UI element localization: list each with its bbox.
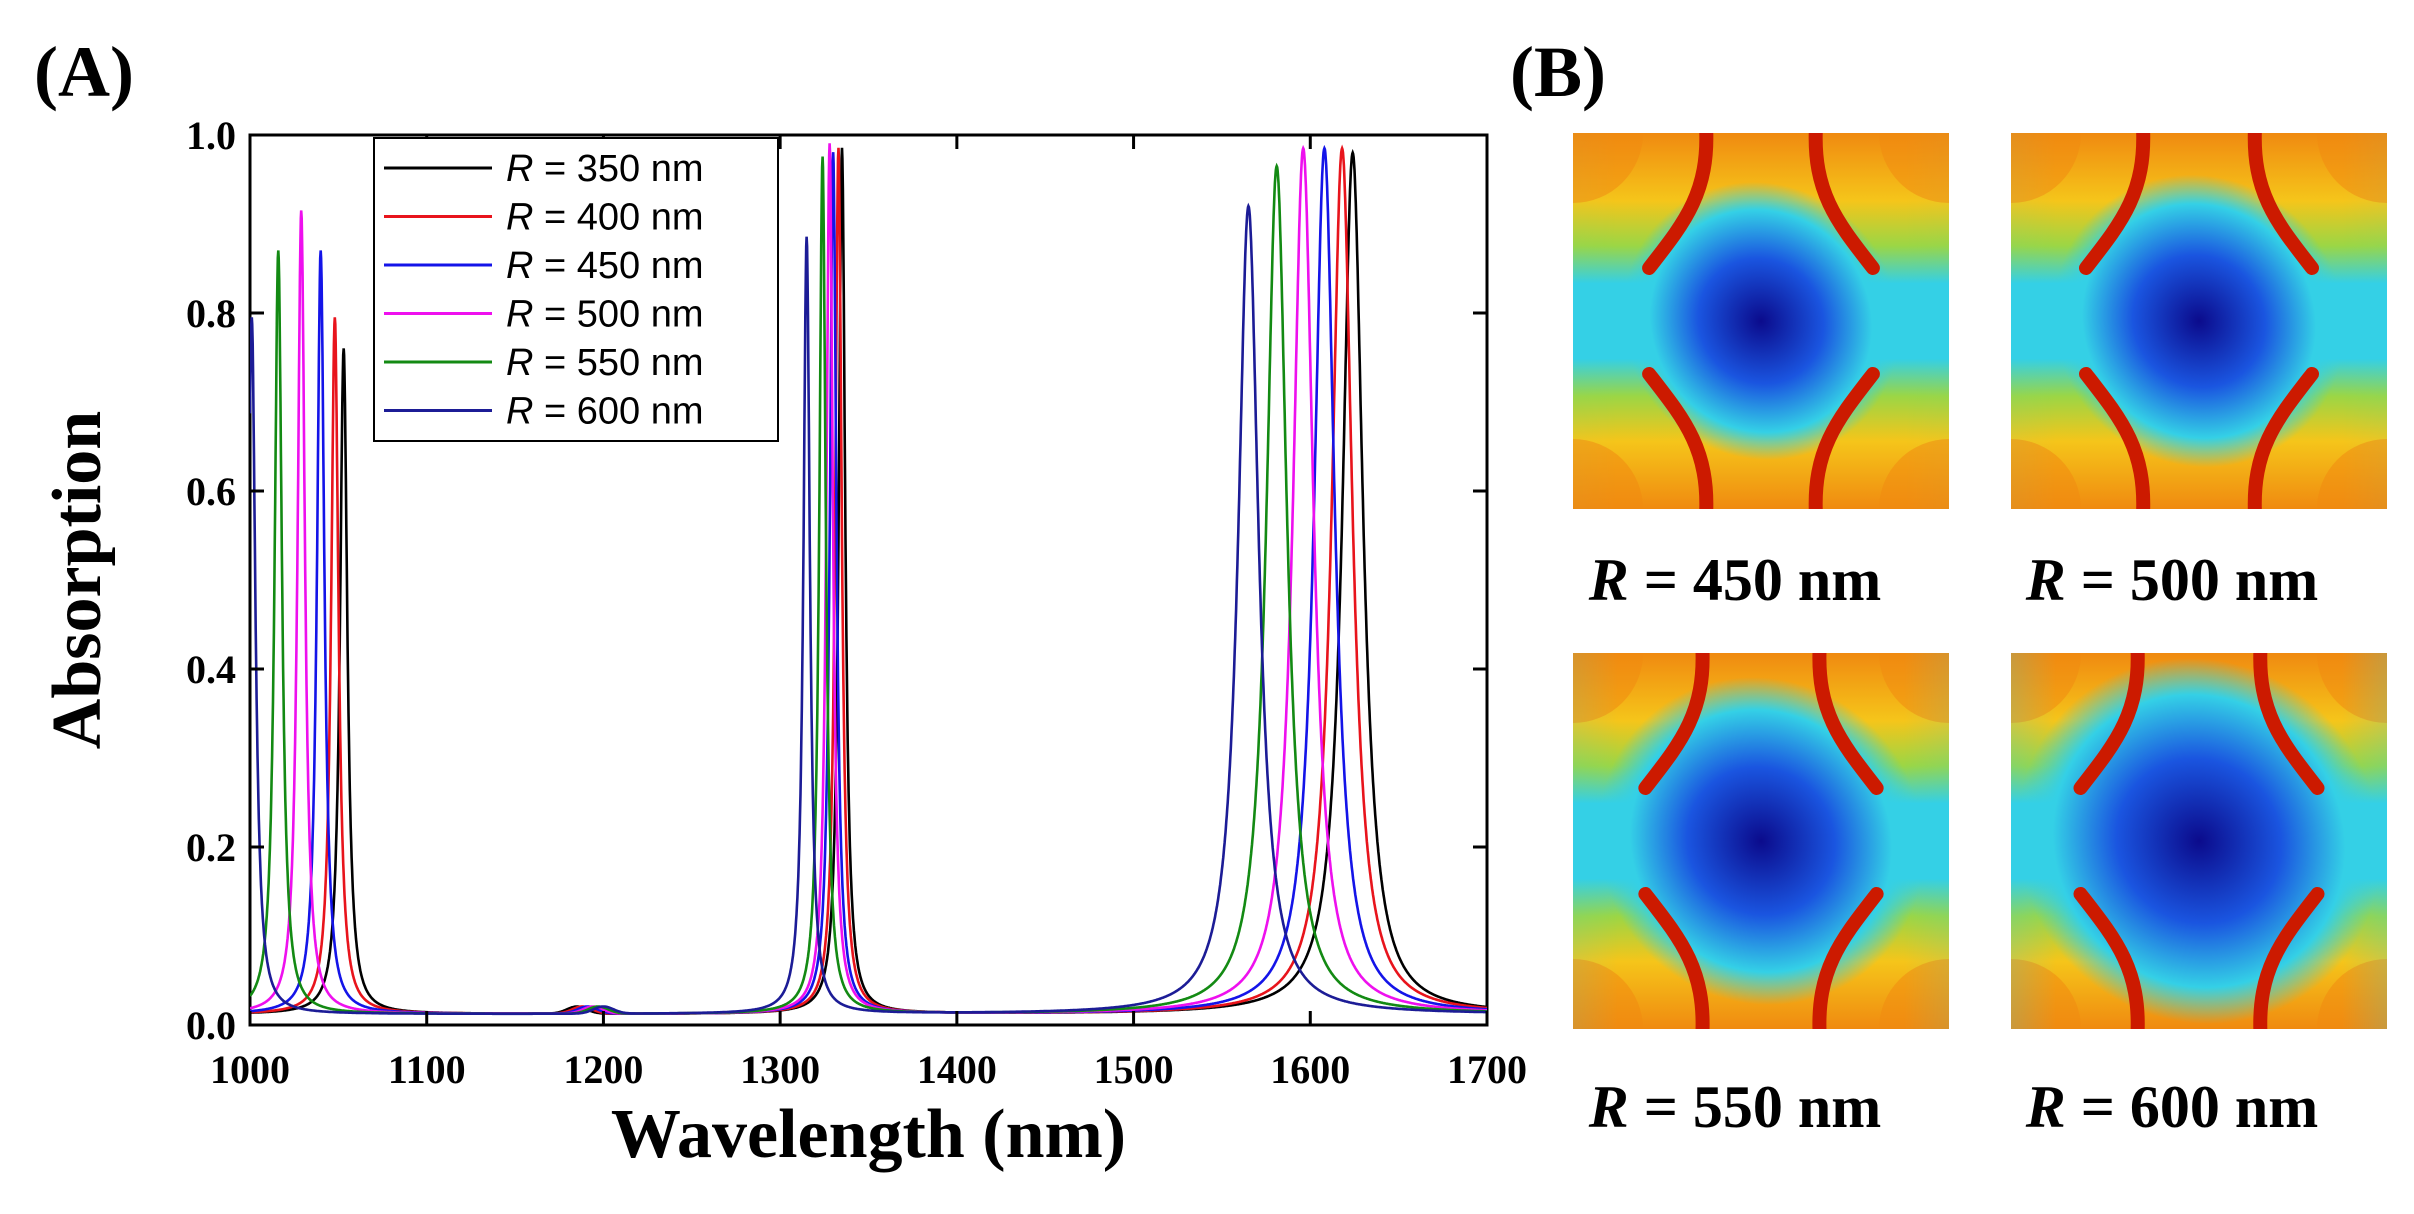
- x-tick-label: 1600: [1270, 1047, 1350, 1092]
- field-map-1: R = 450 nm: [1573, 133, 1949, 613]
- field-map-streak: [2253, 887, 2325, 1029]
- field-map-label: R = 500 nm: [2025, 547, 2319, 613]
- field-map-streak: [2079, 367, 2151, 509]
- field-map-streak: [1808, 133, 1880, 275]
- y-tick-label: 0.8: [186, 291, 236, 336]
- x-tick-label: 1700: [1447, 1047, 1527, 1092]
- panel-b-label: (B): [1510, 32, 1606, 112]
- y-tick-label: 0.2: [186, 825, 236, 870]
- field-map-streak: [2079, 133, 2151, 275]
- legend-label: R = 600 nm: [506, 391, 704, 433]
- field-maps: R = 450 nm R = 500 nm R = 550 nm R = 600 nm: [1573, 133, 2387, 1140]
- field-map-label: R = 600 nm: [2025, 1074, 2319, 1140]
- x-tick-label: 1500: [1094, 1047, 1174, 1092]
- x-tick-label: 1300: [740, 1047, 820, 1092]
- y-tick-label: 0.0: [186, 1003, 236, 1048]
- x-tick-label: 1400: [917, 1047, 997, 1092]
- y-tick-label: 0.4: [186, 647, 236, 692]
- series-layer: [250, 143, 1487, 1016]
- plot-frame: [248, 133, 1489, 1027]
- field-map-streak: [2073, 653, 2145, 795]
- field-map-streak: [2247, 133, 2319, 275]
- x-tick-label: 1000: [210, 1047, 290, 1092]
- x-tick-label: 1200: [563, 1047, 643, 1092]
- y-tick-label: 1.0: [186, 113, 236, 158]
- field-map-streak: [1808, 367, 1880, 509]
- field-map-2: R = 500 nm: [2011, 133, 2387, 613]
- field-map-hotspot: [2052, 174, 2346, 468]
- legend-label: R = 400 nm: [506, 197, 704, 239]
- field-map-label: R = 450 nm: [1588, 547, 1882, 613]
- legend-label: R = 500 nm: [506, 294, 704, 336]
- x-axis-title: Wavelength (nm): [611, 1096, 1126, 1173]
- absorption-chart: 1000 1100 1200 1300 1400 1500 1600 1700 0.0 0.2 0.…: [39, 113, 1527, 1173]
- field-map-streak: [1642, 133, 1714, 275]
- field-map-streak: [1812, 653, 1884, 795]
- field-map-streak: [1638, 653, 1710, 795]
- legend-box: [373, 137, 779, 442]
- ticks-layer: 1000 1100 1200 1300 1400 1500 1600 1700 0.0 0.2 0.…: [186, 113, 1527, 1092]
- field-map-hotspot: [1622, 182, 1900, 460]
- field-map-streak: [2253, 653, 2325, 795]
- field-map-streak: [2073, 887, 2145, 1029]
- legend-label: R = 550 nm: [506, 342, 704, 384]
- legend: R = 350 nm R = 400 nm R = 450 nm R = 500 nm…: [373, 137, 779, 442]
- field-map-label: R = 550 nm: [1588, 1074, 1882, 1140]
- legend-label: R = 450 nm: [506, 245, 704, 287]
- x-tick-label: 1100: [388, 1047, 466, 1092]
- field-map-hotspot: [1597, 677, 1925, 1005]
- field-map-4: R = 600 nm: [2011, 653, 2387, 1140]
- field-map-streak: [2247, 367, 2319, 509]
- legend-label: R = 350 nm: [506, 148, 704, 190]
- field-map-streak: [1638, 887, 1710, 1029]
- y-axis-title: Absorption: [39, 411, 116, 749]
- panel-a-label: (A): [34, 32, 134, 112]
- series-line-6: [250, 202, 1487, 1016]
- field-map-streak: [1812, 887, 1884, 1029]
- field-map-3: R = 550 nm: [1573, 653, 1949, 1140]
- field-map-streak: [1642, 367, 1714, 509]
- y-tick-label: 0.6: [186, 469, 236, 514]
